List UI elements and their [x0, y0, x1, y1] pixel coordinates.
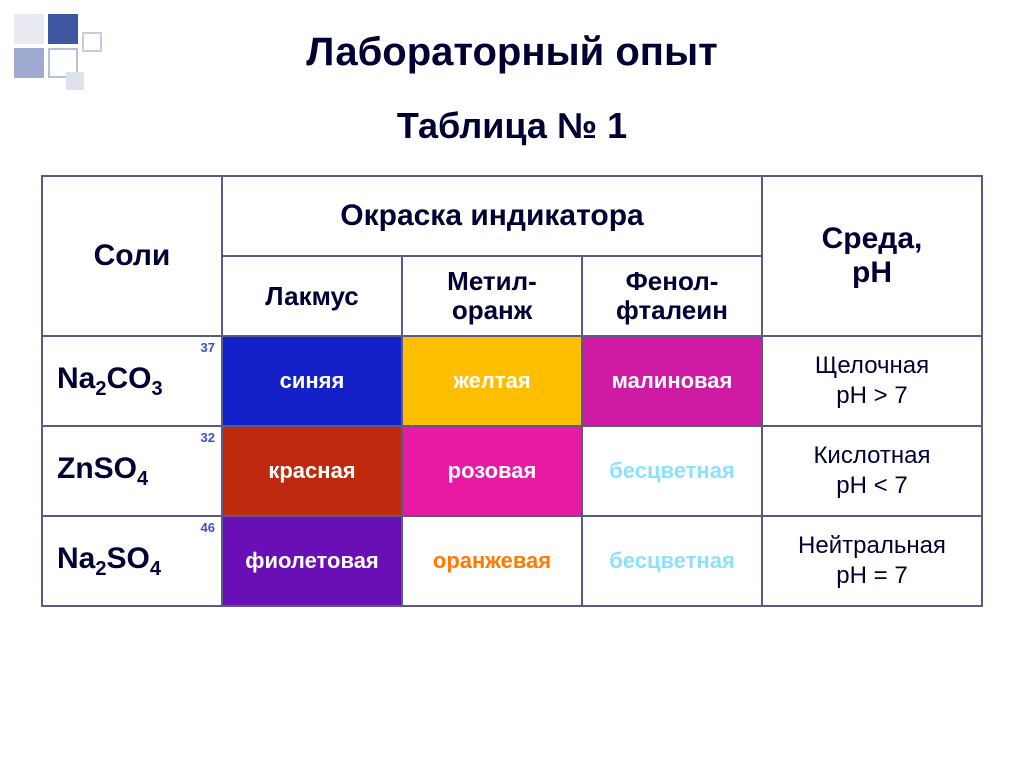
salt-badge: 37: [201, 340, 215, 355]
table-row: Na2CO337синяяжелтаямалиноваяЩелочнаяpH >…: [42, 336, 982, 426]
indicator-cell: желтая: [402, 336, 582, 426]
indicator-cell: розовая: [402, 426, 582, 516]
indicator-cell: оранжевая: [402, 516, 582, 606]
env-cell: ЩелочнаяpH > 7: [762, 336, 982, 426]
salt-badge: 46: [201, 520, 215, 535]
experiment-table: Соли Окраска индикатора Среда,pH Лакмус …: [41, 175, 983, 607]
header-row-1: Соли Окраска индикатора Среда,pH: [42, 176, 982, 256]
indicator-cell: красная: [222, 426, 402, 516]
slide-title: Лабораторный опыт: [0, 30, 1024, 75]
header-lakmus: Лакмус: [222, 256, 402, 336]
indicator-cell: фиолетовая: [222, 516, 402, 606]
slide-content: Лабораторный опыт Таблица № 1 Соли Окрас…: [0, 30, 1024, 607]
salt-cell: ZnSO432: [42, 426, 222, 516]
header-methyl: Метил-оранж: [402, 256, 582, 336]
header-salts: Соли: [42, 176, 222, 336]
indicator-cell: бесцветная: [582, 426, 762, 516]
env-cell: НейтральнаяpH = 7: [762, 516, 982, 606]
table-row: Na2SO446фиолетоваяоранжеваябесцветнаяНей…: [42, 516, 982, 606]
salt-cell: Na2SO446: [42, 516, 222, 606]
table-row: ZnSO432краснаярозоваябесцветнаяКислотная…: [42, 426, 982, 516]
salt-cell: Na2CO337: [42, 336, 222, 426]
indicator-cell: синяя: [222, 336, 402, 426]
salt-badge: 32: [201, 430, 215, 445]
slide-subtitle: Таблица № 1: [0, 105, 1024, 147]
indicator-cell: бесцветная: [582, 516, 762, 606]
header-phenol: Фенол-фталеин: [582, 256, 762, 336]
env-cell: КислотнаяpH < 7: [762, 426, 982, 516]
header-indicator-group: Окраска индикатора: [222, 176, 762, 256]
header-env: Среда,pH: [762, 176, 982, 336]
indicator-cell: малиновая: [582, 336, 762, 426]
